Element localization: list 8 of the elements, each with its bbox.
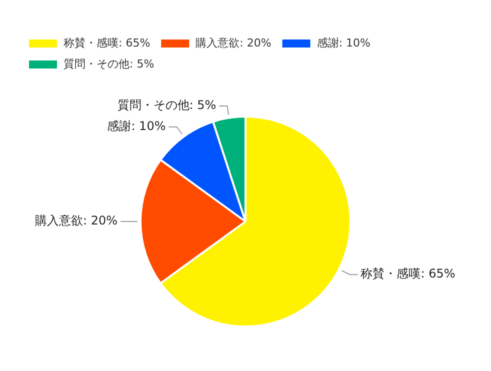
legend-label: 感謝: 10% (316, 36, 370, 50)
slice-label: 称賛・感嘆: 65% (360, 266, 456, 281)
slice-label: 購入意欲: 20% (34, 214, 118, 228)
legend-label: 質問・その他: 5% (64, 57, 154, 70)
legend-label: 称賛・感嘆: 65% (64, 36, 150, 50)
legend-label: 購入意欲: 20% (196, 36, 272, 50)
slice-label: 感謝: 10% (107, 118, 166, 133)
slice-label: 質問・その他: 5% (117, 98, 216, 112)
